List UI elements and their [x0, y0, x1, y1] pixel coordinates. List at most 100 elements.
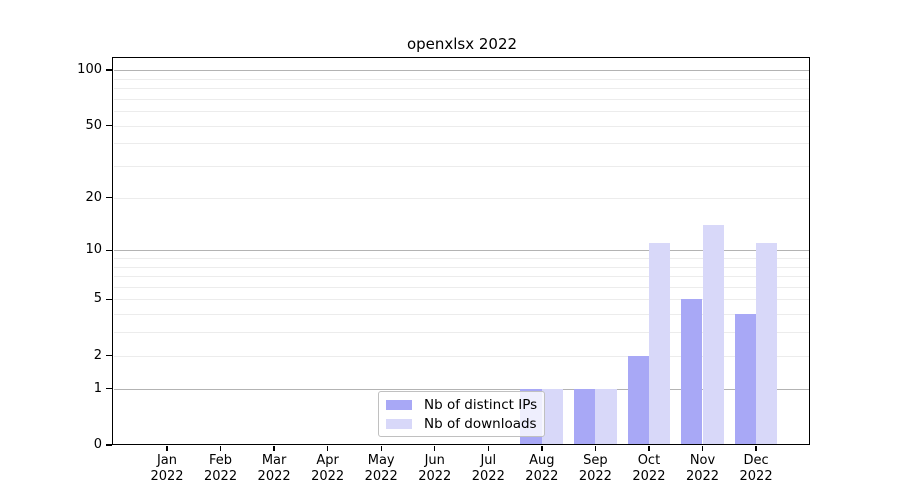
x-axis-tick — [219, 446, 222, 451]
legend-label-downloads: Nb of downloads — [424, 415, 537, 432]
x-tick-year: 2022 — [150, 468, 184, 484]
x-tick-label: Dec 2022 — [724, 453, 788, 484]
y-axis-tick — [106, 197, 112, 199]
x-tick-month: Dec — [743, 453, 769, 468]
x-tick-label: May 2022 — [349, 453, 413, 484]
gridline-minor — [114, 125, 810, 127]
x-tick-year: 2022 — [632, 468, 666, 484]
gridline-minor — [114, 98, 810, 100]
x-axis-tick — [648, 446, 650, 451]
legend-entry-downloads: Nb of downloads — [386, 415, 544, 432]
y-axis-tick — [106, 355, 112, 357]
x-tick-label: Jul 2022 — [456, 453, 520, 484]
x-axis-tick — [434, 446, 436, 451]
x-tick-year: 2022 — [685, 468, 720, 484]
y-tick-label: 0 — [93, 437, 102, 452]
x-axis-tick — [273, 446, 275, 451]
y-axis-tick — [106, 124, 112, 127]
x-axis-tick — [380, 446, 382, 451]
x-tick-month: Jun — [424, 453, 445, 468]
gridline-minor — [114, 78, 810, 80]
chart-title: openxlsx 2022 — [406, 35, 518, 53]
y-tick-label: 100 — [77, 62, 102, 78]
gridline-major — [114, 70, 810, 72]
x-tick-month: Oct — [637, 453, 661, 468]
x-tick-label: Nov 2022 — [671, 453, 735, 484]
x-tick-label: Jan 2022 — [135, 453, 199, 484]
x-tick-month: Jan — [156, 453, 178, 468]
y-axis-tick — [106, 298, 112, 301]
x-tick-label: Feb 2022 — [189, 453, 253, 484]
x-axis-tick — [487, 446, 489, 451]
x-tick-label: Jun 2022 — [403, 453, 467, 484]
y-tick-label: 2 — [93, 347, 102, 363]
x-tick-month: May — [367, 453, 395, 468]
x-axis-tick — [755, 446, 757, 451]
bar-downloads-sep — [595, 388, 617, 445]
bar-distinct-ips-oct — [627, 355, 649, 445]
x-axis-tick — [166, 446, 168, 451]
y-tick-label: 20 — [85, 189, 102, 205]
x-axis-tick — [541, 446, 543, 451]
x-tick-year: 2022 — [418, 468, 452, 484]
x-tick-year: 2022 — [257, 468, 291, 484]
x-tick-year: 2022 — [525, 468, 559, 484]
x-tick-year: 2022 — [364, 468, 398, 484]
gridline-major — [114, 388, 810, 390]
legend-entry-distinct-ips: Nb of distinct IPs — [386, 396, 544, 413]
y-tick-label: 10 — [85, 242, 102, 258]
y-tick-label: 5 — [93, 291, 102, 307]
x-axis-tick — [594, 446, 597, 451]
x-tick-label: Sep 2022 — [563, 453, 627, 484]
bar-downloads-dec — [756, 243, 778, 445]
x-axis-tick — [326, 446, 329, 451]
gridline-minor — [114, 197, 810, 199]
x-tick-label: Apr 2022 — [296, 453, 360, 484]
x-tick-year: 2022 — [204, 468, 238, 484]
gridline-minor — [114, 314, 810, 316]
x-axis-tick — [701, 446, 704, 451]
x-tick-month: Apr — [316, 453, 339, 468]
gridline-minor — [114, 286, 810, 288]
bar-downloads-nov — [702, 225, 724, 445]
bar-downloads-aug — [541, 388, 564, 445]
bar-distinct-ips-nov — [681, 299, 703, 445]
x-tick-month: Sep — [583, 453, 608, 468]
bar-downloads-oct — [648, 243, 671, 445]
legend-swatch-distinct-ips — [386, 399, 412, 410]
x-tick-year: 2022 — [739, 468, 773, 484]
gridline-minor — [114, 143, 810, 145]
x-tick-label: Oct 2022 — [617, 453, 681, 484]
x-tick-month: Mar — [261, 453, 287, 468]
x-tick-month: Feb — [209, 453, 233, 468]
x-tick-month: Nov — [689, 453, 716, 468]
gridline-minor — [114, 88, 810, 90]
x-tick-month: Aug — [529, 453, 555, 468]
x-tick-label: Mar 2022 — [242, 453, 306, 484]
gridline-minor — [114, 276, 810, 278]
x-tick-year: 2022 — [471, 468, 505, 484]
gridline-minor — [114, 355, 810, 357]
y-axis-tick — [106, 249, 112, 251]
bar-distinct-ips-dec — [734, 314, 757, 445]
x-tick-month: Jul — [480, 453, 497, 468]
gridline-minor — [114, 266, 810, 268]
gridline-minor — [114, 299, 810, 301]
y-tick-label: 1 — [93, 380, 102, 396]
gridline-minor — [114, 166, 810, 168]
legend-swatch-downloads — [386, 418, 412, 429]
y-axis-tick — [106, 388, 112, 390]
y-axis-tick — [106, 444, 112, 446]
x-tick-year: 2022 — [578, 468, 612, 484]
legend-label-distinct-ips: Nb of distinct IPs — [424, 396, 538, 413]
gridline-minor — [114, 111, 810, 113]
gridline-minor — [114, 332, 810, 334]
x-tick-label: Aug 2022 — [510, 453, 574, 484]
gridline-minor — [114, 258, 810, 259]
bar-distinct-ips-sep — [574, 388, 596, 445]
legend: Nb of distinct IPs Nb of downloads — [378, 391, 545, 437]
